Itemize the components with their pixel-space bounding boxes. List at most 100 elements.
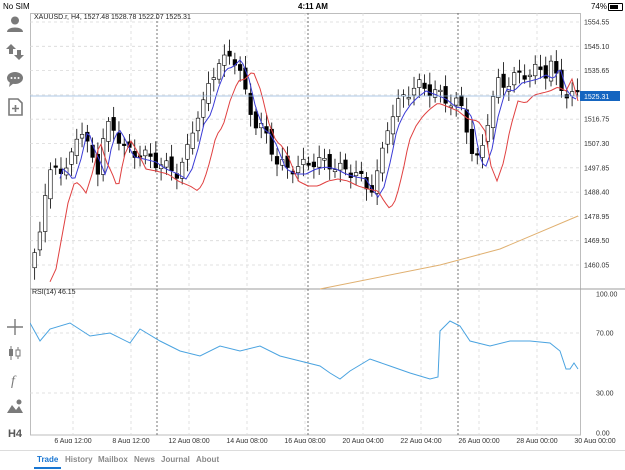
timeframe-label[interactable]: H4	[7, 428, 23, 440]
candle-body	[469, 128, 475, 154]
candle-body	[353, 172, 359, 177]
candle-body	[301, 158, 306, 165]
time-label: 6 Aug 12:00	[54, 438, 91, 443]
candle-body	[148, 153, 153, 157]
objects-icon[interactable]	[4, 396, 26, 418]
candle-body	[485, 125, 490, 142]
tab-mailbox[interactable]: Mailbox	[98, 455, 128, 464]
candle-body	[501, 73, 506, 88]
ma-fast-line	[59, 59, 577, 198]
rsi-label: RSI(14) 46.15	[32, 289, 76, 296]
clock: 4:11 AM	[298, 2, 328, 11]
price-label: 1545.10	[584, 44, 609, 51]
candle-body	[554, 61, 559, 74]
time-label: 8 Aug 12:00	[112, 438, 149, 443]
candle-body	[295, 166, 301, 173]
candle-body	[411, 87, 417, 96]
bottom-tab-bar: Trade History Mailbox News Journal About	[0, 450, 625, 470]
candle-body	[517, 70, 522, 73]
rsi-level-label: 70.00	[596, 331, 614, 338]
price-label: 1478.95	[584, 214, 609, 221]
price-chart[interactable]: 1554.551545.101535.651526.201516.751507.…	[30, 13, 625, 443]
candle-body	[74, 138, 79, 156]
current-price-tag	[580, 91, 620, 101]
chart-type-icon[interactable]	[4, 342, 26, 364]
candle-body	[512, 72, 517, 86]
account-icon[interactable]	[4, 13, 26, 35]
candle-body	[438, 89, 443, 93]
tab-history[interactable]: History	[65, 455, 93, 464]
candle-body	[454, 97, 459, 106]
battery-label: 74%	[590, 2, 607, 11]
candle-body	[227, 50, 232, 57]
candle-body	[527, 74, 533, 77]
candle-body	[543, 65, 548, 79]
candle-body	[122, 143, 127, 146]
new-order-icon[interactable]	[4, 96, 26, 118]
time-label: 22 Aug 04:00	[400, 438, 441, 443]
candle-body	[506, 86, 511, 92]
candle-body	[385, 130, 390, 145]
candle-body	[496, 77, 501, 98]
candle-body	[390, 116, 396, 135]
time-label: 16 Aug 08:00	[284, 438, 325, 443]
price-label: 1516.75	[584, 117, 609, 124]
candle-body	[253, 111, 259, 129]
candle-body	[106, 121, 111, 142]
tab-about[interactable]: About	[196, 455, 220, 464]
candle-body	[396, 98, 401, 117]
candle-body	[311, 161, 317, 168]
candle-body	[480, 145, 485, 158]
candle-body	[338, 162, 343, 171]
candle-body	[538, 66, 543, 70]
price-label: 1535.65	[584, 68, 609, 75]
candle-body	[575, 90, 580, 93]
candle-body	[180, 161, 185, 179]
candle-body	[343, 159, 348, 170]
symbol-info: XAUUSD.r, H4, 1527.48 1528.78 1522.07 15…	[34, 14, 191, 21]
time-label: 14 Aug 08:00	[226, 438, 267, 443]
chart-area[interactable]: 1554.551545.101535.651526.201516.751507.…	[30, 13, 625, 443]
candle-body	[195, 117, 201, 132]
candle-body	[359, 170, 364, 174]
chart-frame	[30, 13, 581, 436]
candle-body	[169, 156, 174, 172]
candle-body	[443, 86, 448, 104]
candle-body	[380, 147, 385, 174]
candle-body	[48, 169, 53, 200]
candle-body	[216, 63, 222, 80]
candle-body	[53, 165, 58, 168]
current-price-value: 1525.31	[584, 94, 609, 101]
chat-icon[interactable]	[4, 68, 26, 90]
price-label: 1488.40	[584, 190, 609, 197]
rsi-level-label: 30.00	[596, 391, 614, 398]
candle-body	[322, 158, 327, 161]
left-toolbar: f H4	[0, 13, 30, 443]
price-label: 1554.55	[584, 20, 609, 27]
candle-body	[422, 82, 427, 89]
tab-trade[interactable]: Trade	[33, 455, 62, 469]
indicators-icon[interactable]: f	[4, 369, 26, 391]
crosshair-icon[interactable]	[4, 316, 26, 338]
tab-journal[interactable]: Journal	[161, 455, 190, 464]
time-label: 20 Aug 04:00	[342, 438, 383, 443]
candle-body	[79, 134, 85, 139]
rsi-level-label: 100.00	[596, 292, 618, 299]
candle-body	[459, 95, 464, 107]
quotes-icon[interactable]	[4, 41, 26, 63]
rsi-line	[30, 320, 579, 380]
svg-text:f: f	[11, 374, 17, 388]
candle-body	[32, 252, 37, 269]
candle-body	[375, 170, 380, 194]
candle-body	[95, 153, 100, 175]
candle-body	[206, 83, 211, 104]
candle-body	[475, 153, 480, 156]
candle-body	[306, 162, 311, 166]
candle-body	[317, 157, 322, 168]
tab-news[interactable]: News	[134, 455, 155, 464]
candle-body	[111, 117, 116, 131]
candle-body	[43, 195, 48, 232]
status-bar: No SIM 4:11 AM 74%	[0, 0, 625, 13]
price-label: 1507.30	[584, 141, 609, 148]
candle-body	[222, 54, 227, 66]
